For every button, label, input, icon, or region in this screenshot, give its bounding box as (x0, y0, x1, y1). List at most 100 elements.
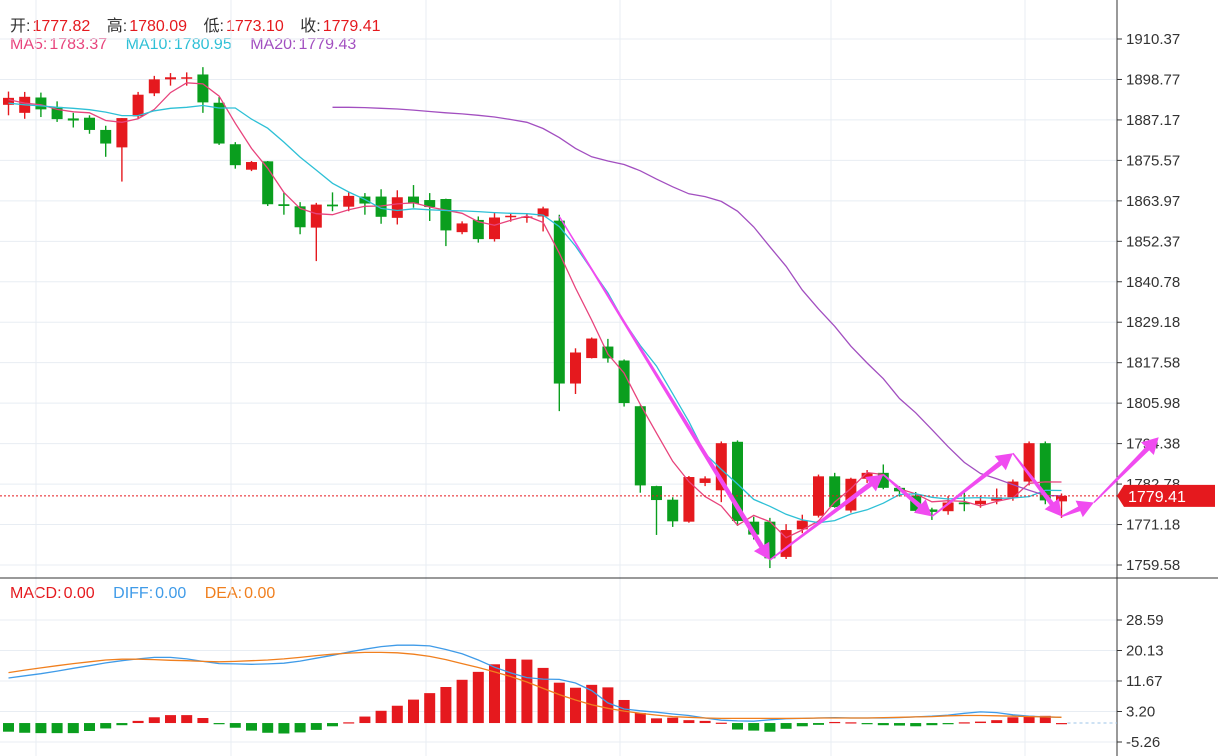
trend-arrow (1012, 452, 1062, 517)
macd-bar (942, 723, 954, 725)
dea-label: DEA: (204, 585, 243, 602)
candle-body (586, 338, 598, 359)
macd-bar (197, 717, 209, 724)
low-value: 1773.10 (225, 18, 284, 35)
trend-arrow (769, 474, 884, 561)
ma5-line (8, 82, 1062, 539)
macd-bar (829, 721, 841, 724)
candle-body (1039, 443, 1051, 501)
price-tick-label: 1759.58 (1126, 557, 1180, 574)
price-tick-label: 1887.17 (1126, 112, 1180, 129)
price-tick-label: 1875.57 (1126, 152, 1180, 169)
candle-body (181, 77, 193, 79)
candle-body (683, 477, 695, 522)
macd-bar (732, 723, 743, 730)
arrow-annotations (558, 216, 1159, 561)
price-axis: 1910.37 1898.77 1887.17 1875.57 1863.97 1852.… (1117, 31, 1180, 574)
dea-line (8, 651, 1062, 720)
candle-body (813, 476, 824, 516)
macd-bar (35, 723, 47, 734)
ma-legend: MA5: 1783.37 MA10: 1780.95 MA20: 1779.43 (10, 36, 358, 54)
macd-bar (440, 687, 452, 724)
macd-bar (958, 722, 970, 724)
macd-bar (699, 720, 711, 724)
macd-bar (780, 723, 792, 729)
current-price-tag-bg (1117, 484, 1215, 507)
macd-bar (602, 687, 614, 724)
candle-body (3, 97, 14, 105)
ma10-label: MA10: (125, 36, 172, 53)
candle-body (553, 220, 565, 384)
macd-bar (1007, 717, 1019, 724)
diff-label: DIFF: (113, 585, 154, 602)
macd-bar (894, 723, 905, 726)
candle-body (310, 204, 322, 228)
current-price-tag: 1779.41 (1117, 484, 1215, 507)
macd-bar (391, 705, 403, 724)
candle-body (715, 443, 727, 491)
candle-body (132, 94, 144, 117)
macd-bar (764, 723, 776, 732)
macd-bar (1056, 723, 1067, 725)
macd-bar (51, 723, 63, 734)
candle-body (764, 521, 776, 559)
macd-tick-label: 11.67 (1126, 673, 1162, 690)
macd-bar (132, 720, 144, 724)
macd-axis: 28.59 20.13 11.67 3.20 -5.26 (1117, 612, 1164, 751)
candle-body (618, 360, 630, 404)
diff-value: 0.00 (155, 585, 187, 602)
macd-bar (634, 712, 646, 724)
candle-body (327, 204, 338, 207)
ma10-value: 1780.95 (173, 36, 232, 53)
macd-bar (375, 710, 387, 724)
macd-bar (715, 722, 727, 724)
candle-body (440, 199, 452, 231)
macd-bar (537, 667, 549, 724)
price-tick-label: 1829.18 (1126, 314, 1180, 331)
candle-body (780, 530, 792, 557)
candle-body (667, 499, 679, 522)
macd-bar (100, 723, 112, 729)
macd-bar (3, 723, 14, 732)
macd-bar (424, 693, 436, 724)
macd-bar (116, 723, 128, 726)
macd-bar (213, 723, 225, 725)
macd-bar (246, 723, 257, 731)
macd-tick-label: 28.59 (1126, 612, 1164, 629)
macd-bar (667, 717, 679, 724)
candle-body (505, 215, 517, 218)
price-tick-label: 1898.77 (1126, 71, 1180, 88)
candle-body (116, 118, 128, 148)
candle-body (1056, 495, 1067, 502)
trend-arrow (1093, 437, 1159, 503)
macd-bar (553, 682, 565, 724)
candle-body (602, 346, 614, 359)
macd-bar (505, 658, 517, 724)
dea-value: 0.00 (244, 585, 276, 602)
high-label: 高: (106, 18, 128, 35)
candle-body (634, 406, 646, 486)
candle-body (408, 196, 419, 204)
macd-bar (1023, 715, 1035, 724)
candle-body (424, 200, 436, 208)
trend-arrow (931, 453, 1013, 517)
macd-bar (262, 723, 274, 733)
macd-value: 0.00 (63, 585, 95, 602)
candle-body (877, 472, 889, 488)
candle-body (246, 162, 257, 170)
macd-bar (1039, 715, 1051, 724)
candle-body (570, 352, 581, 384)
ma20-line (332, 106, 1062, 497)
current-price-tag-label: 1779.41 (1128, 489, 1186, 506)
macd-bar (67, 723, 79, 734)
macd-bar (586, 684, 598, 724)
candle-body (699, 478, 711, 483)
macd-tick-label: -5.26 (1126, 734, 1160, 751)
price-tick-label: 1805.98 (1126, 395, 1180, 412)
macd-bar (813, 723, 824, 725)
macd-bar (926, 723, 938, 726)
ohlc-legend: 开: 1777.82 高: 1780.09 低: 1773.10 收: 1779.41 (10, 12, 393, 36)
macd-tick-label: 3.20 (1126, 704, 1155, 721)
macd-legend: MACD: 0.00 DIFF: 0.00 DEA: 0.00 (10, 585, 277, 603)
